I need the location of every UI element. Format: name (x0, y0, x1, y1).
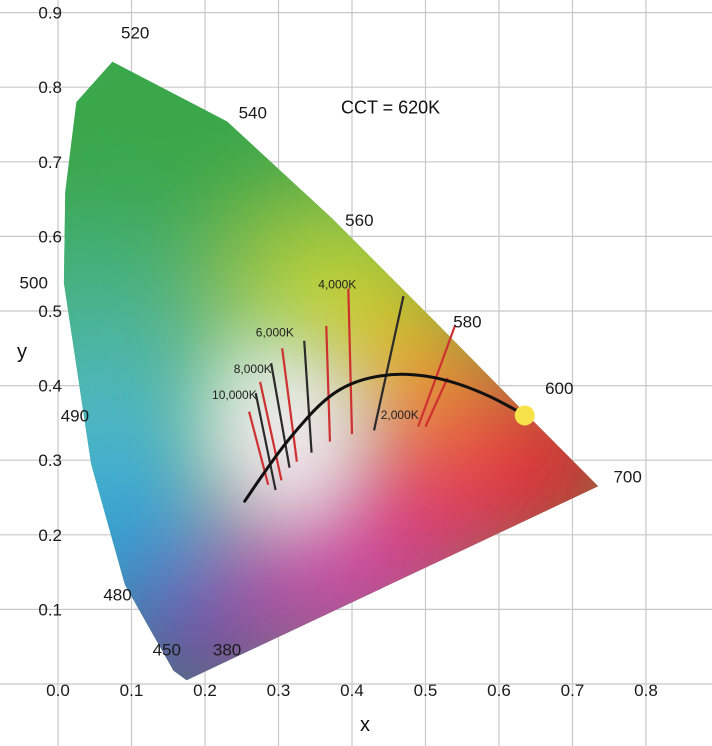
isotherm-line (372, 295, 405, 431)
cct-point-marker (514, 405, 535, 426)
wavelength-label: 490 (61, 406, 89, 425)
isotherm-temp-label: 10,000K (212, 388, 257, 402)
isotherm-line (325, 325, 332, 442)
isotherm-line (424, 377, 449, 428)
x-tick-label: 0.3 (267, 681, 291, 700)
wavelength-label: 450 (153, 641, 181, 660)
planckian-locus (243, 372, 519, 503)
y-tick-label: 0.6 (38, 227, 62, 246)
isotherm-line (259, 381, 283, 481)
wavelength-label: 700 (613, 468, 641, 487)
wavelength-label: 380 (213, 641, 241, 660)
x-tick-label: 0.6 (487, 681, 511, 700)
wavelength-label: 560 (345, 211, 373, 230)
isotherm-line (254, 392, 277, 491)
wavelength-label: 520 (121, 24, 149, 43)
wavelength-label: 540 (239, 104, 267, 123)
isotherm-temp-label: 4,000K (318, 278, 356, 292)
cct-annotation: CCT = 620K (341, 97, 440, 117)
x-tick-label: 0.4 (340, 681, 364, 700)
isotherm-line (303, 340, 313, 453)
isotherm-line (417, 325, 456, 428)
gamut-color-region (467, 370, 599, 551)
isotherm-temp-label: 8,000K (234, 362, 272, 376)
y-tick-label: 0.7 (38, 153, 62, 172)
isotherm-line (281, 348, 298, 462)
wavelength-label: 500 (20, 274, 48, 293)
gamut-white-region (240, 422, 361, 543)
wavelength-label: 580 (453, 312, 481, 331)
x-tick-label: 0.2 (193, 681, 217, 700)
wavelength-label: 600 (545, 379, 573, 398)
isotherm-temp-label: 2,000K (381, 408, 419, 422)
x-axis-label: x (360, 714, 370, 736)
x-tick-label: 0.0 (46, 681, 70, 700)
wavelength-label: 480 (103, 585, 131, 604)
x-tick-label: 0.7 (561, 681, 585, 700)
isotherm-temp-label: 6,000K (256, 325, 294, 339)
y-tick-label: 0.8 (38, 78, 62, 97)
x-tick-label: 0.5 (414, 681, 438, 700)
y-tick-label: 0.2 (38, 526, 62, 545)
x-tick-label: 0.1 (120, 681, 144, 700)
isotherm-line (270, 363, 291, 468)
x-tick-label: 0.8 (634, 681, 658, 700)
y-tick-label: 0.4 (38, 377, 62, 396)
gamut-color-region (130, 571, 280, 681)
isotherm-line (347, 288, 354, 435)
y-tick-label: 0.3 (38, 451, 62, 470)
y-tick-label: 0.1 (38, 600, 62, 619)
chart-labels: 520 540 560 580 600 700 500 490 480 450 380 10,000K… (20, 24, 642, 660)
y-axis-label: y (17, 341, 27, 363)
y-tick-label: 0.9 (38, 4, 62, 23)
y-tick-label: 0.5 (38, 302, 62, 321)
